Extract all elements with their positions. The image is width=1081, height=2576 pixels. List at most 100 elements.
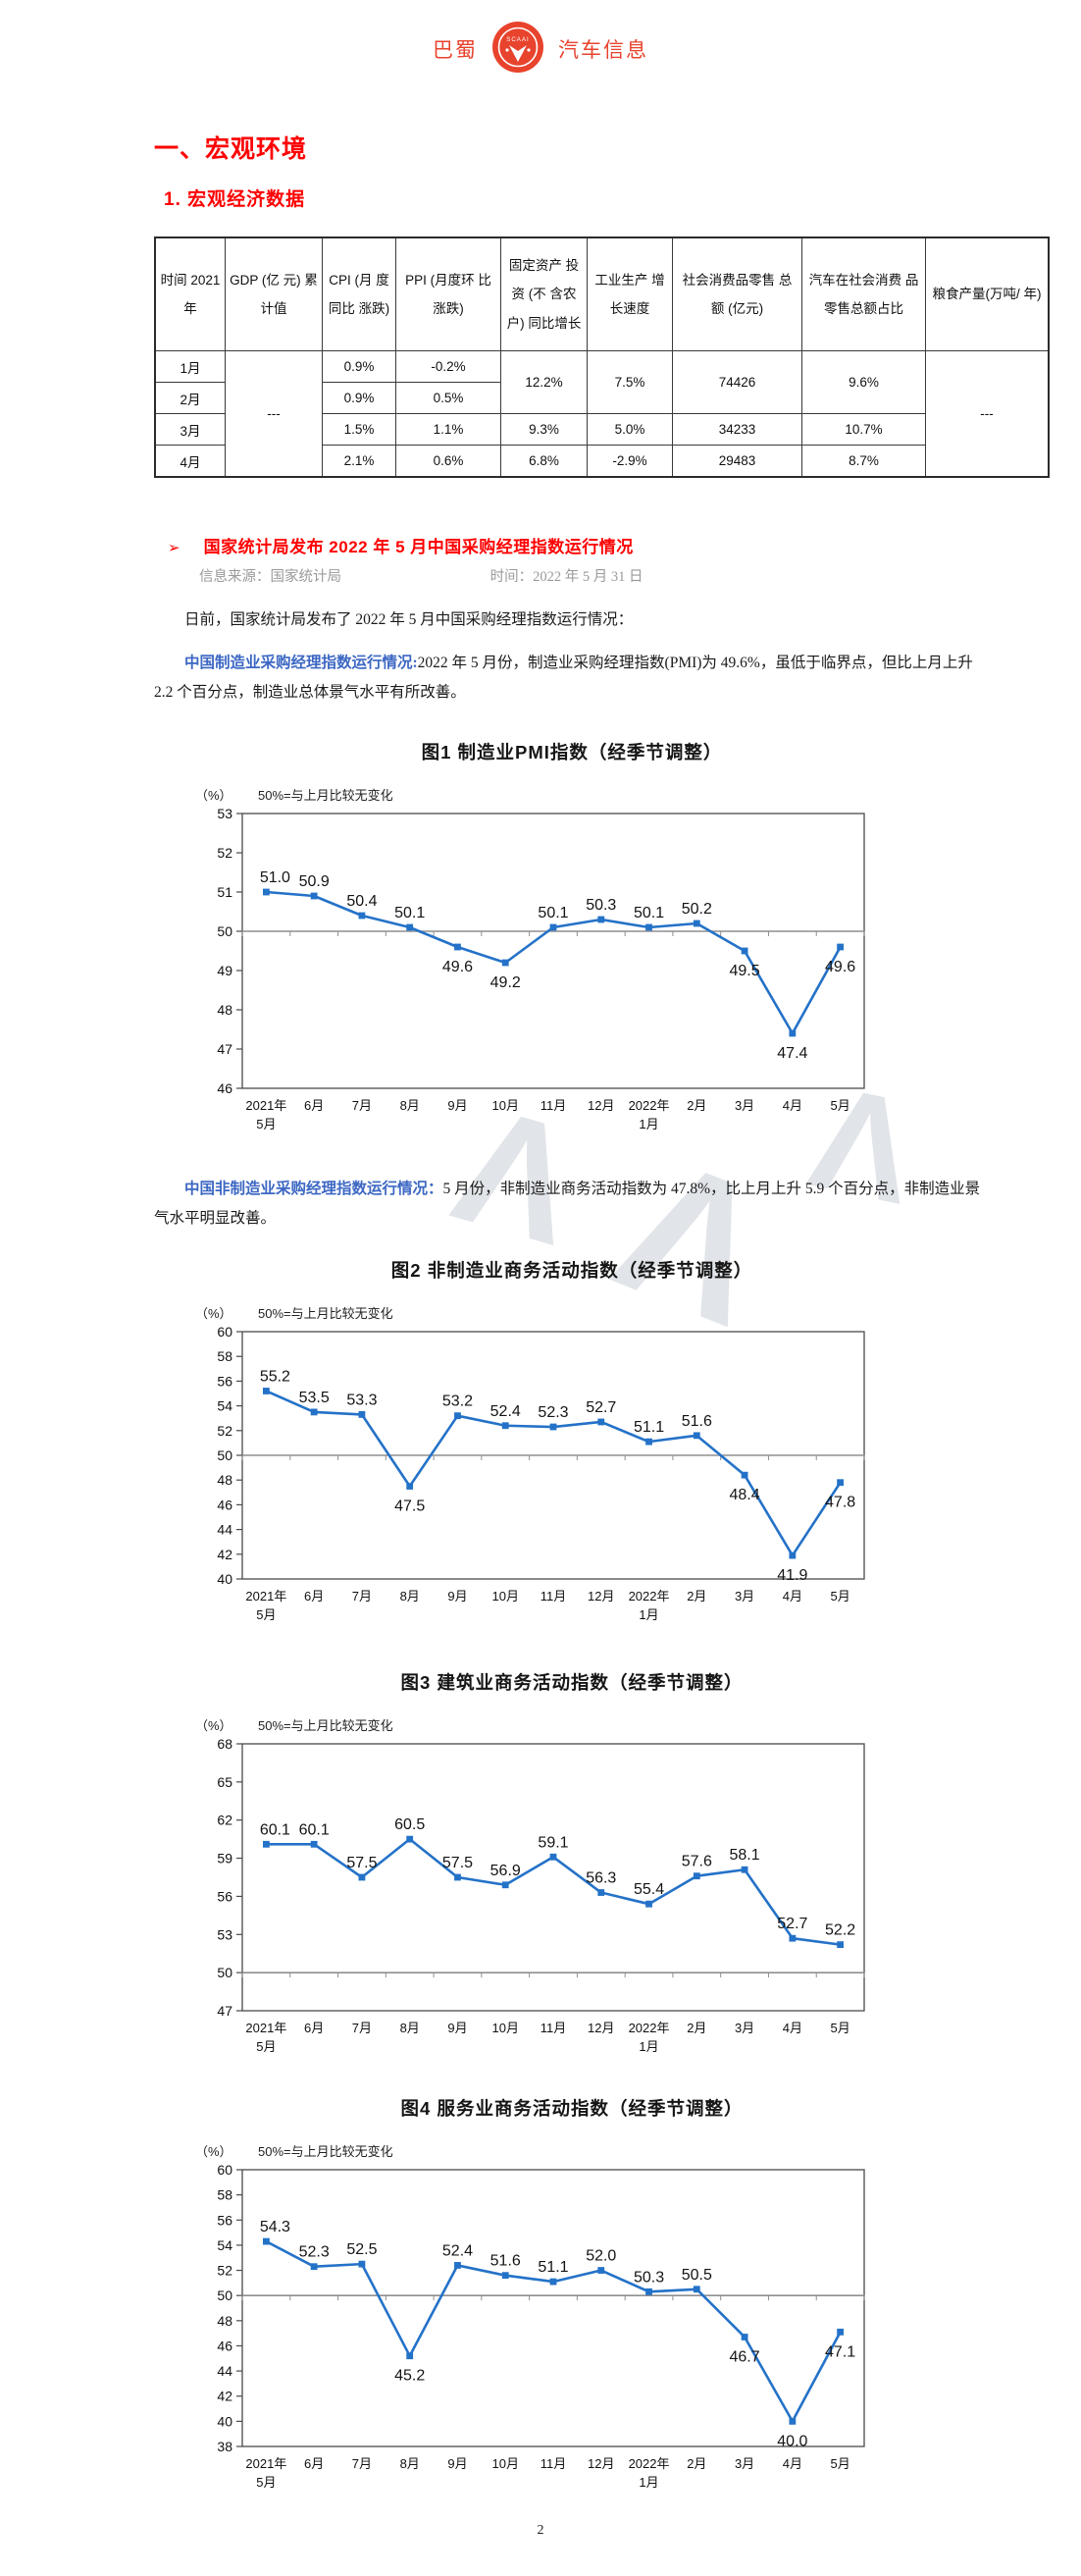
x-category-label: 9月 [447,2456,467,2471]
data-label: 52.4 [490,1403,521,1420]
macro-table-header: 时间 2021 年 GDP (亿 元) 累计值 CPI (月 度同比 涨跌) PPI … [154,237,1050,351]
y-tick-label: 65 [217,1774,232,1790]
x-category-label: 6月 [304,2456,324,2471]
x-category-label-line2: 1月 [639,1607,658,1622]
data-label: 52.0 [586,2248,616,2265]
nonmanufacturing-lead-text: 中国非制造业采购经理指数运行情况： [184,1181,443,1197]
y-tick-label: 60 [217,1324,232,1340]
data-label: 50.2 [682,901,712,918]
refline-note: 50%=与上月比较无变化 [258,788,393,803]
x-category-label: 4月 [783,1589,802,1603]
y-tick-label: 58 [217,1348,232,1364]
data-label: 57.5 [442,1855,473,1871]
table-header-cell: 时间 2021 年 [154,237,226,351]
x-category-label: 7月 [352,1589,372,1603]
table-cell: -2.9% [587,445,673,478]
data-point-marker [549,1423,557,1431]
data-point-marker [262,1388,270,1394]
data-label: 60.5 [394,1816,425,1833]
x-category-label: 6月 [304,2021,324,2035]
x-category-label-line2: 1月 [639,1117,658,1131]
data-label: 51.0 [260,869,290,886]
data-point-marker [549,1853,557,1861]
y-tick-label: 60 [217,2162,232,2178]
table-cell: 8.7% [801,445,926,478]
data-point-marker [310,1840,318,1848]
refline-note: 50%=与上月比较无变化 [258,1306,393,1321]
data-point-marker [645,923,652,931]
table-header-cell: 粮食产量(万吨/ 年) [925,237,1050,351]
data-label: 52.7 [586,1399,616,1416]
data-point-marker [454,1412,461,1420]
data-point-marker [262,888,270,896]
data-label: 47.5 [394,1498,425,1515]
data-point-marker [549,923,557,931]
x-category-label-line2: 5月 [256,1607,276,1622]
table-cell: 0.9% [322,350,396,383]
unit-label: （%） [195,1306,232,1321]
table-cell: 2月 [154,382,226,414]
y-tick-label: 52 [217,845,232,861]
data-point-marker [789,1029,797,1037]
data-point-marker [501,1881,509,1889]
unit-label: （%） [195,2144,232,2159]
table-header-cell: GDP (亿 元) 累计值 [225,237,323,351]
chart-4-title: 图4 服务业商务活动指数（经季节调整） [400,2098,744,2119]
data-label: 52.5 [346,2241,377,2258]
table-cell: 1.5% [322,413,396,446]
data-label: 40.0 [777,2433,807,2449]
data-label: 50.3 [634,2269,664,2286]
chart-2-figure: （%） 50%=与上月比较无变化 40 42 44 46 48 50 52 54 56 58 60 55.… [195,1306,865,1622]
data-label: 47.4 [777,1045,807,1062]
table-cell: 34233 [672,413,802,446]
table-cell: 2.1% [322,445,396,478]
data-label: 49.6 [825,959,855,975]
x-category-label: 7月 [352,2456,372,2471]
data-label: 51.1 [538,2259,568,2276]
macro-economy-table: 时间 2021 年 GDP (亿 元) 累计值 CPI (月 度同比 涨跌) PPI … [154,237,1050,478]
data-label: 55.4 [634,1881,664,1898]
x-category-label: 11月 [540,2021,567,2035]
x-category-label: 3月 [735,2021,754,2035]
data-label: 50.9 [299,873,330,890]
refline-note: 50%=与上月比较无变化 [258,2144,393,2159]
data-label: 50.5 [682,2267,712,2284]
x-category-label: 5月 [830,2456,849,2471]
brand-right-text: 汽车信息 [558,38,648,62]
chart-block-3: 图3 建筑业商务活动指数（经季节调整） （%） 50%=与上月比较无变化 47 50 5… [154,1669,990,2068]
x-category-label: 2022年 [629,2456,670,2471]
y-tick-label: 52 [217,2263,232,2279]
page-number: 2 [537,2523,544,2538]
y-tick-label: 47 [217,1041,232,1057]
paragraph-intro-text: 日前，国家统计局发布了 2022 年 5 月中国采购经理指数运行情况： [184,611,634,628]
y-tick-label: 54 [217,2237,232,2253]
x-category-label: 5月 [830,1589,849,1603]
data-label: 49.2 [490,974,521,991]
paragraph-nonmanufacturing: 中国非制造业采购经理指数运行情况：5 月份，非制造业商务活动指数为 47.8%，… [154,1175,990,1234]
data-point-marker [741,1471,748,1479]
data-point-marker [741,1866,748,1873]
data-label: 55.2 [260,1368,290,1385]
data-label: 47.8 [825,1495,855,1511]
data-point-marker [837,2328,845,2336]
data-label: 60.1 [299,1821,330,1838]
x-category-label: 9月 [447,1589,467,1603]
data-label: 57.6 [682,1854,712,1870]
data-label: 54.3 [260,2219,290,2235]
y-tick-label: 46 [217,1080,232,1096]
y-tick-label: 46 [217,1497,232,1512]
x-category-label: 12月 [588,1098,614,1113]
data-point-marker [645,2287,652,2295]
data-label: 53.5 [299,1390,330,1406]
refline-note: 50%=与上月比较无变化 [258,1718,393,1733]
brand-left-text: 巴蜀 [433,38,478,62]
x-category-label-line2: 5月 [256,2039,276,2054]
x-category-label: 7月 [352,2021,372,2035]
data-point-marker [597,1418,605,1426]
data-point-marker [645,1900,652,1908]
chart-block-2: 图2 非制造业商务活动指数（经季节调整） （%） 50%=与上月比较无变化 40 42… [154,1257,990,1636]
y-tick-label: 49 [217,963,232,978]
data-point-marker [406,1835,414,1843]
table-cell: --- [225,350,323,478]
